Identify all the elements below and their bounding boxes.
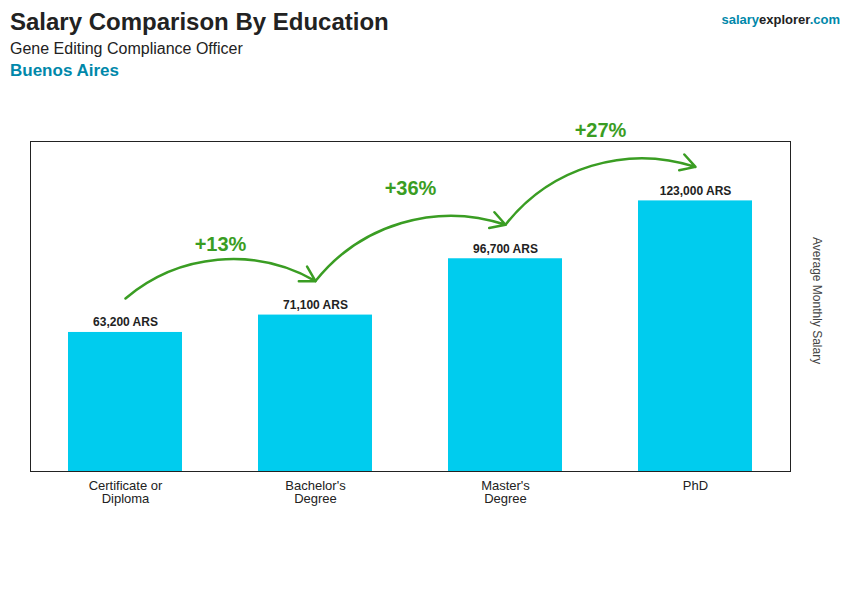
svg-text:+36%: +36% bbox=[385, 177, 437, 199]
svg-text:Bachelor'sDegree: Bachelor'sDegree bbox=[285, 478, 346, 506]
svg-text:96,700 ARS: 96,700 ARS bbox=[473, 242, 538, 256]
svg-text:+27%: +27% bbox=[575, 119, 627, 141]
svg-text:71,100 ARS: 71,100 ARS bbox=[283, 298, 348, 312]
svg-text:Certificate orDiploma: Certificate orDiploma bbox=[89, 478, 163, 506]
html-text:Buenos Aires: Buenos Aires bbox=[10, 61, 119, 80]
svg-text:+13%: +13% bbox=[195, 233, 247, 255]
svg-text:PhD: PhD bbox=[683, 478, 708, 493]
html-text:Gene Editing Compliance Office: Gene Editing Compliance Officer bbox=[10, 40, 243, 57]
html-text:Average Monthly Salary: Average Monthly Salary bbox=[810, 237, 824, 365]
html-text:salary explorer.com: salary explorer.com bbox=[721, 12, 840, 27]
svg-text:63,200 ARS: 63,200 ARS bbox=[93, 315, 158, 329]
html-text:Salary Comparison By Education: Salary Comparison By Education bbox=[10, 8, 389, 35]
svg-text:123,000 ARS: 123,000 ARS bbox=[660, 184, 732, 198]
svg-text:Master'sDegree: Master'sDegree bbox=[481, 478, 530, 506]
